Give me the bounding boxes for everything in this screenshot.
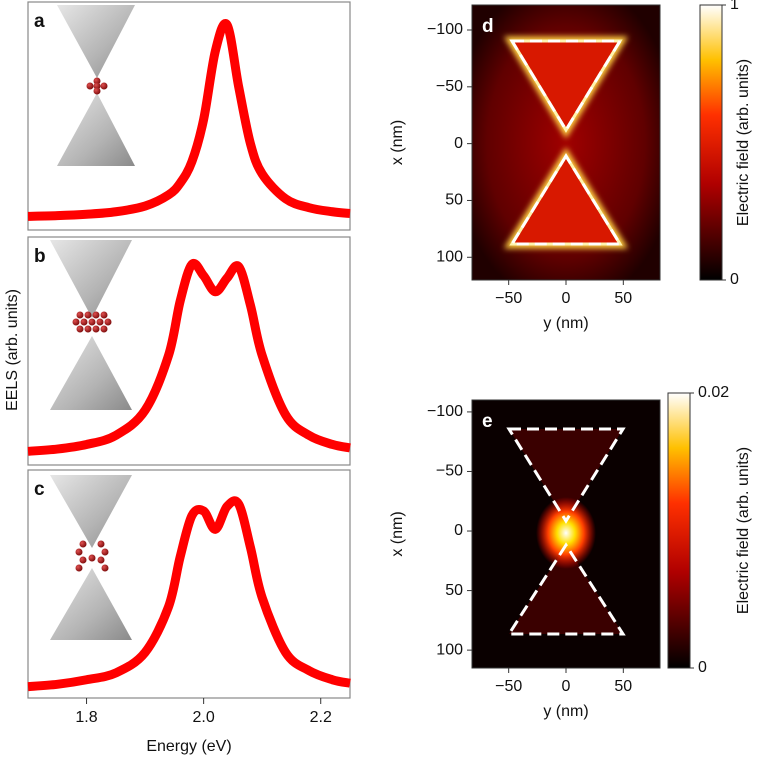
nanotriangle: [50, 336, 132, 410]
panel-label: e: [482, 411, 493, 432]
nanotriangle: [57, 93, 135, 166]
x-tick-label: 0: [562, 290, 571, 307]
nanotriangle: [57, 5, 135, 78]
y-tick-label: −100: [427, 403, 463, 420]
x-axis-label: y (nm): [543, 315, 588, 332]
inset-illustrations: [50, 5, 135, 640]
colorbar-label: Electric field (arb. units): [735, 59, 752, 226]
colorbar: [699, 4, 723, 281]
colorbar-label: Electric field (arb. units): [735, 447, 752, 614]
y-tick-label: −50: [436, 78, 463, 95]
y-tick-label: 50: [445, 582, 463, 599]
colorbar-tick-label: 0.02: [698, 384, 729, 401]
y-tick-label: −50: [436, 463, 463, 480]
panel-label: b: [34, 246, 46, 267]
x-tick-label: 2.0: [193, 709, 215, 726]
y-tick-label: 100: [436, 248, 463, 265]
panel-label: d: [482, 16, 494, 37]
field-map-d: [472, 5, 660, 280]
panel-frame: [27, 236, 351, 466]
y-tick-label: 100: [436, 641, 463, 658]
x-axis-label: Energy (eV): [146, 738, 231, 755]
x-tick-label: 2.2: [310, 709, 332, 726]
colorbar-tick-label: 0: [698, 659, 707, 676]
field-map-e: [472, 400, 660, 668]
x-tick-label: 50: [614, 678, 632, 695]
nanotriangle: [50, 568, 132, 640]
colorbar-tick-label: 0: [730, 271, 739, 288]
y-axis-label: x (nm): [389, 511, 406, 556]
x-tick-label: −50: [495, 290, 522, 307]
x-axis-label: y (nm): [543, 703, 588, 720]
x-tick-label: −50: [495, 678, 522, 695]
y-axis-label: x (nm): [389, 120, 406, 165]
panel-label: a: [34, 11, 45, 32]
y-tick-label: 50: [445, 192, 463, 209]
y-axis-label: EELS (arb. units): [4, 289, 21, 411]
colorbar: [667, 392, 691, 669]
eels-curve: [27, 19, 351, 221]
nanotriangle: [50, 475, 132, 548]
nanotriangle: [50, 240, 132, 318]
molecule-dots: [72, 311, 112, 333]
x-tick-label: 50: [614, 290, 632, 307]
y-tick-label: 0: [454, 522, 463, 539]
panel-frame: [27, 1, 351, 231]
molecule-dots: [75, 540, 109, 572]
y-tick-label: −100: [427, 21, 463, 38]
y-tick-label: 0: [454, 135, 463, 152]
colorbar-tick-label: 1: [730, 0, 739, 13]
panel-label: c: [34, 479, 45, 500]
panel-frame: [27, 469, 351, 699]
eels-curve: [27, 496, 351, 692]
molecule-dots: [86, 77, 108, 95]
eels-curve: [27, 258, 351, 456]
x-tick-label: 1.8: [75, 709, 97, 726]
x-tick-label: 0: [562, 678, 571, 695]
